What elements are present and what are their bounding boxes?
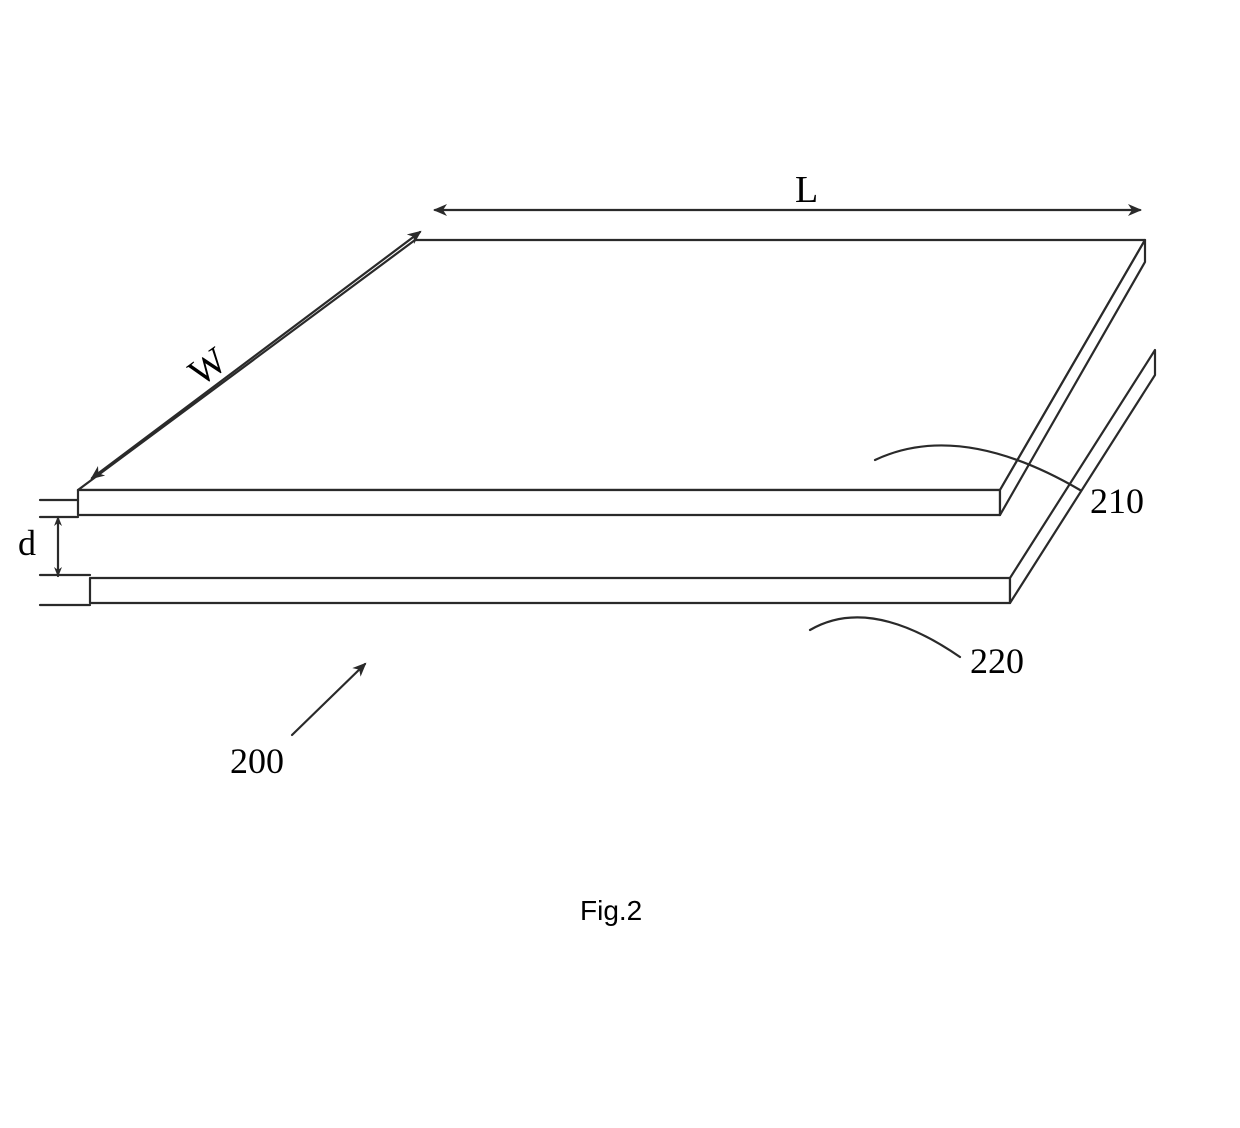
ref-assembly: 200 bbox=[230, 740, 284, 782]
diagram-container: L W d 210 220 200 Fig.2 bbox=[0, 0, 1240, 1128]
ref-bottom-plate: 220 bbox=[970, 640, 1024, 682]
length-label: L bbox=[795, 168, 818, 212]
figure-caption: Fig.2 bbox=[580, 895, 642, 927]
gap-label: d bbox=[18, 522, 36, 564]
ref-top-plate: 210 bbox=[1090, 480, 1144, 522]
capacitor-plates-diagram bbox=[0, 0, 1240, 1128]
